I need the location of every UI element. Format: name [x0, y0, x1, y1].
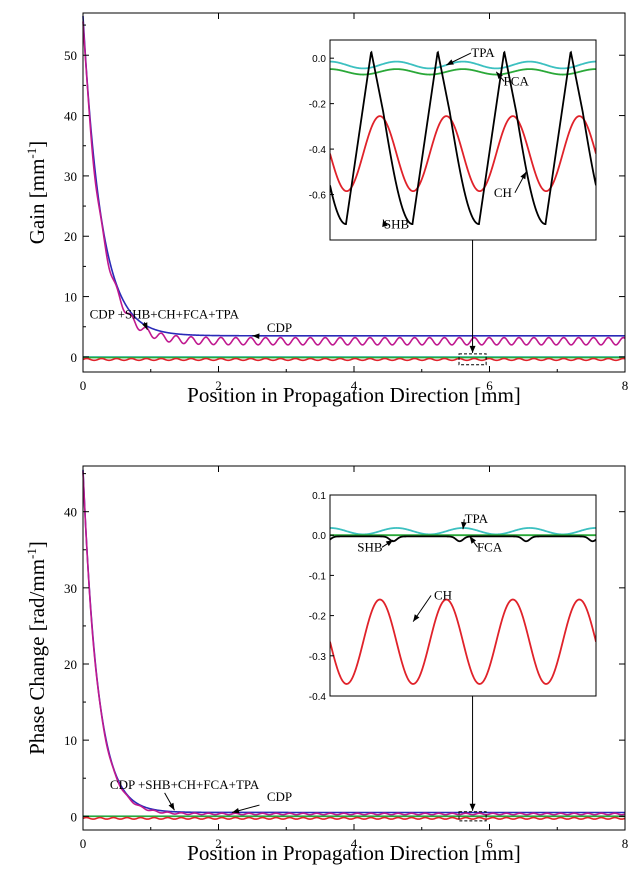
gain-annotation-arrow-head — [142, 322, 148, 330]
gain-zoom-box — [458, 353, 487, 366]
gain-inset-label-arrow-head — [520, 171, 527, 180]
phase-y-axis-label: Phase Change [rad/mm-1] — [24, 541, 49, 755]
phase-x-axis-label: Position in Propagation Direction [mm] — [187, 841, 521, 865]
gain-xtick-label: 0 — [80, 378, 87, 393]
gain-inset-series-fca — [330, 68, 596, 76]
gain-x-axis-label: Position in Propagation Direction [mm] — [187, 383, 521, 407]
gain-inset: 0.0 -0.2 -0.4 -0.6 TPA FCA CH SHB — [309, 39, 597, 241]
gain-ytick-label: 30 — [64, 169, 77, 184]
phase-ytick-label: 0 — [71, 809, 78, 824]
phase-ytick-label: 20 — [64, 657, 77, 672]
phase-xtick-label: 2 — [215, 836, 222, 851]
gain-annotation: CDP — [267, 320, 292, 335]
gain-inset-series — [330, 50, 596, 226]
gain-xtick-label: 4 — [351, 378, 358, 393]
phase-ytick-label: 10 — [64, 733, 77, 748]
phase-series-cdp — [82, 469, 625, 814]
gain-ytick-label: 10 — [64, 290, 77, 305]
gain-y-axis-label: Gain [mm-1] — [24, 141, 49, 245]
phase-series-full — [82, 471, 626, 816]
phase-zoom-box — [458, 811, 487, 822]
gain-xtick-label: 8 — [622, 378, 629, 393]
gain-ytick-label: 50 — [64, 48, 77, 63]
gain-inset-ytick-label: -0.6 — [309, 191, 327, 202]
phase-xtick-label: 4 — [351, 836, 358, 851]
phase-xtick-label: 0 — [80, 836, 87, 851]
phase-inset-series-shb — [330, 535, 596, 543]
phase-xtick-label: 6 — [486, 836, 493, 851]
phase-inset-ytick-label: -0.1 — [309, 571, 327, 582]
phase-inset-ytick-label: -0.4 — [309, 692, 327, 703]
phase-ytick-label: 40 — [64, 505, 77, 520]
phase-inset-ytick-label: -0.3 — [309, 652, 327, 663]
gain-inset-ytick-label: -0.2 — [309, 100, 327, 111]
phase-inset: 0.1 0.0 -0.1 -0.2 -0.3 -0.4 TPA SHB FCA CH — [309, 491, 597, 703]
gain-xtick-label: 6 — [486, 378, 493, 393]
gain-y-axis-label-close: ] — [25, 141, 49, 148]
gain-chart: 0 2 4 6 8 0 10 20 30 40 50 Position in Propagation … — [24, 12, 629, 407]
gain-inset-bg — [330, 40, 596, 240]
gain-inset-ytick-label: 0.0 — [312, 54, 326, 65]
phase-inset-label-arrow-head — [413, 614, 420, 622]
phase-annotation: CDP +SHB+CH+FCA+TPA — [110, 777, 260, 792]
gain-inset-label: FCA — [504, 73, 530, 88]
gain-xtick-label: 2 — [215, 378, 222, 393]
gain-series-full — [82, 21, 626, 346]
phase-inset-label: TPA — [465, 511, 489, 526]
gain-inset-label-arrow-head — [446, 59, 454, 65]
phase-annotation-arrow-head — [168, 802, 175, 811]
phase-inset-label: FCA — [477, 539, 503, 554]
phase-y-axis-label-sup: -1 — [24, 548, 39, 559]
gain-ytick-label: 20 — [64, 229, 77, 244]
phase-inset-frame — [329, 494, 597, 697]
phase-annotation: CDP — [267, 789, 292, 804]
phase-inset-label: CH — [434, 588, 452, 603]
gain-series-ch — [82, 357, 626, 362]
gain-inset-frame — [329, 39, 597, 241]
phase-series-ch — [82, 816, 626, 820]
phase-inset-label: SHB — [357, 539, 383, 554]
phase-ytick-label: 30 — [64, 581, 77, 596]
gain-inset-series-shb — [330, 50, 596, 226]
gain-ytick-label: 0 — [71, 350, 78, 365]
phase-zoom-connector-head — [469, 803, 476, 811]
phase-annotation-arrow-head — [232, 807, 240, 814]
gain-zoom-connector-head — [469, 345, 476, 353]
gain-ytick-label: 40 — [64, 109, 77, 124]
gain-annotation: CDP +SHB+CH+FCA+TPA — [90, 306, 240, 321]
phase-y-axis-label-main: Phase Change [rad/mm — [25, 559, 49, 755]
phase-inset-ytick-label: -0.2 — [309, 612, 327, 623]
gain-inset-label: CH — [494, 185, 512, 200]
phase-inset-label-arrow-head — [469, 536, 477, 544]
gain-inset-label: TPA — [471, 45, 495, 60]
gain-inset-ytick-label: -0.4 — [309, 145, 327, 156]
gain-inset-label: SHB — [384, 217, 410, 232]
phase-inset-ytick-label: 0.0 — [312, 531, 326, 542]
gain-inset-label-arrow-head — [382, 219, 388, 228]
gain-annotation-arrow-head — [252, 333, 260, 339]
gain-series-cdp — [82, 15, 625, 337]
gain-inset-label-arrow-head — [496, 71, 503, 79]
phase-y-axis-label-close: ] — [25, 541, 49, 548]
gain-y-axis-label-main: Gain [mm — [25, 159, 49, 245]
gain-y-axis-label-sup: -1 — [24, 148, 39, 159]
phase-xtick-label: 8 — [622, 836, 629, 851]
phase-inset-label-arrow-head — [385, 540, 394, 547]
phase-inset-ytick-label: 0.1 — [312, 491, 326, 502]
phase-inset-label-arrow-head — [461, 521, 467, 530]
phase-chart: 0 2 4 6 8 0 10 20 30 40 Position in Propagation Di… — [24, 465, 629, 865]
phase-inset-series-ch — [330, 598, 596, 685]
